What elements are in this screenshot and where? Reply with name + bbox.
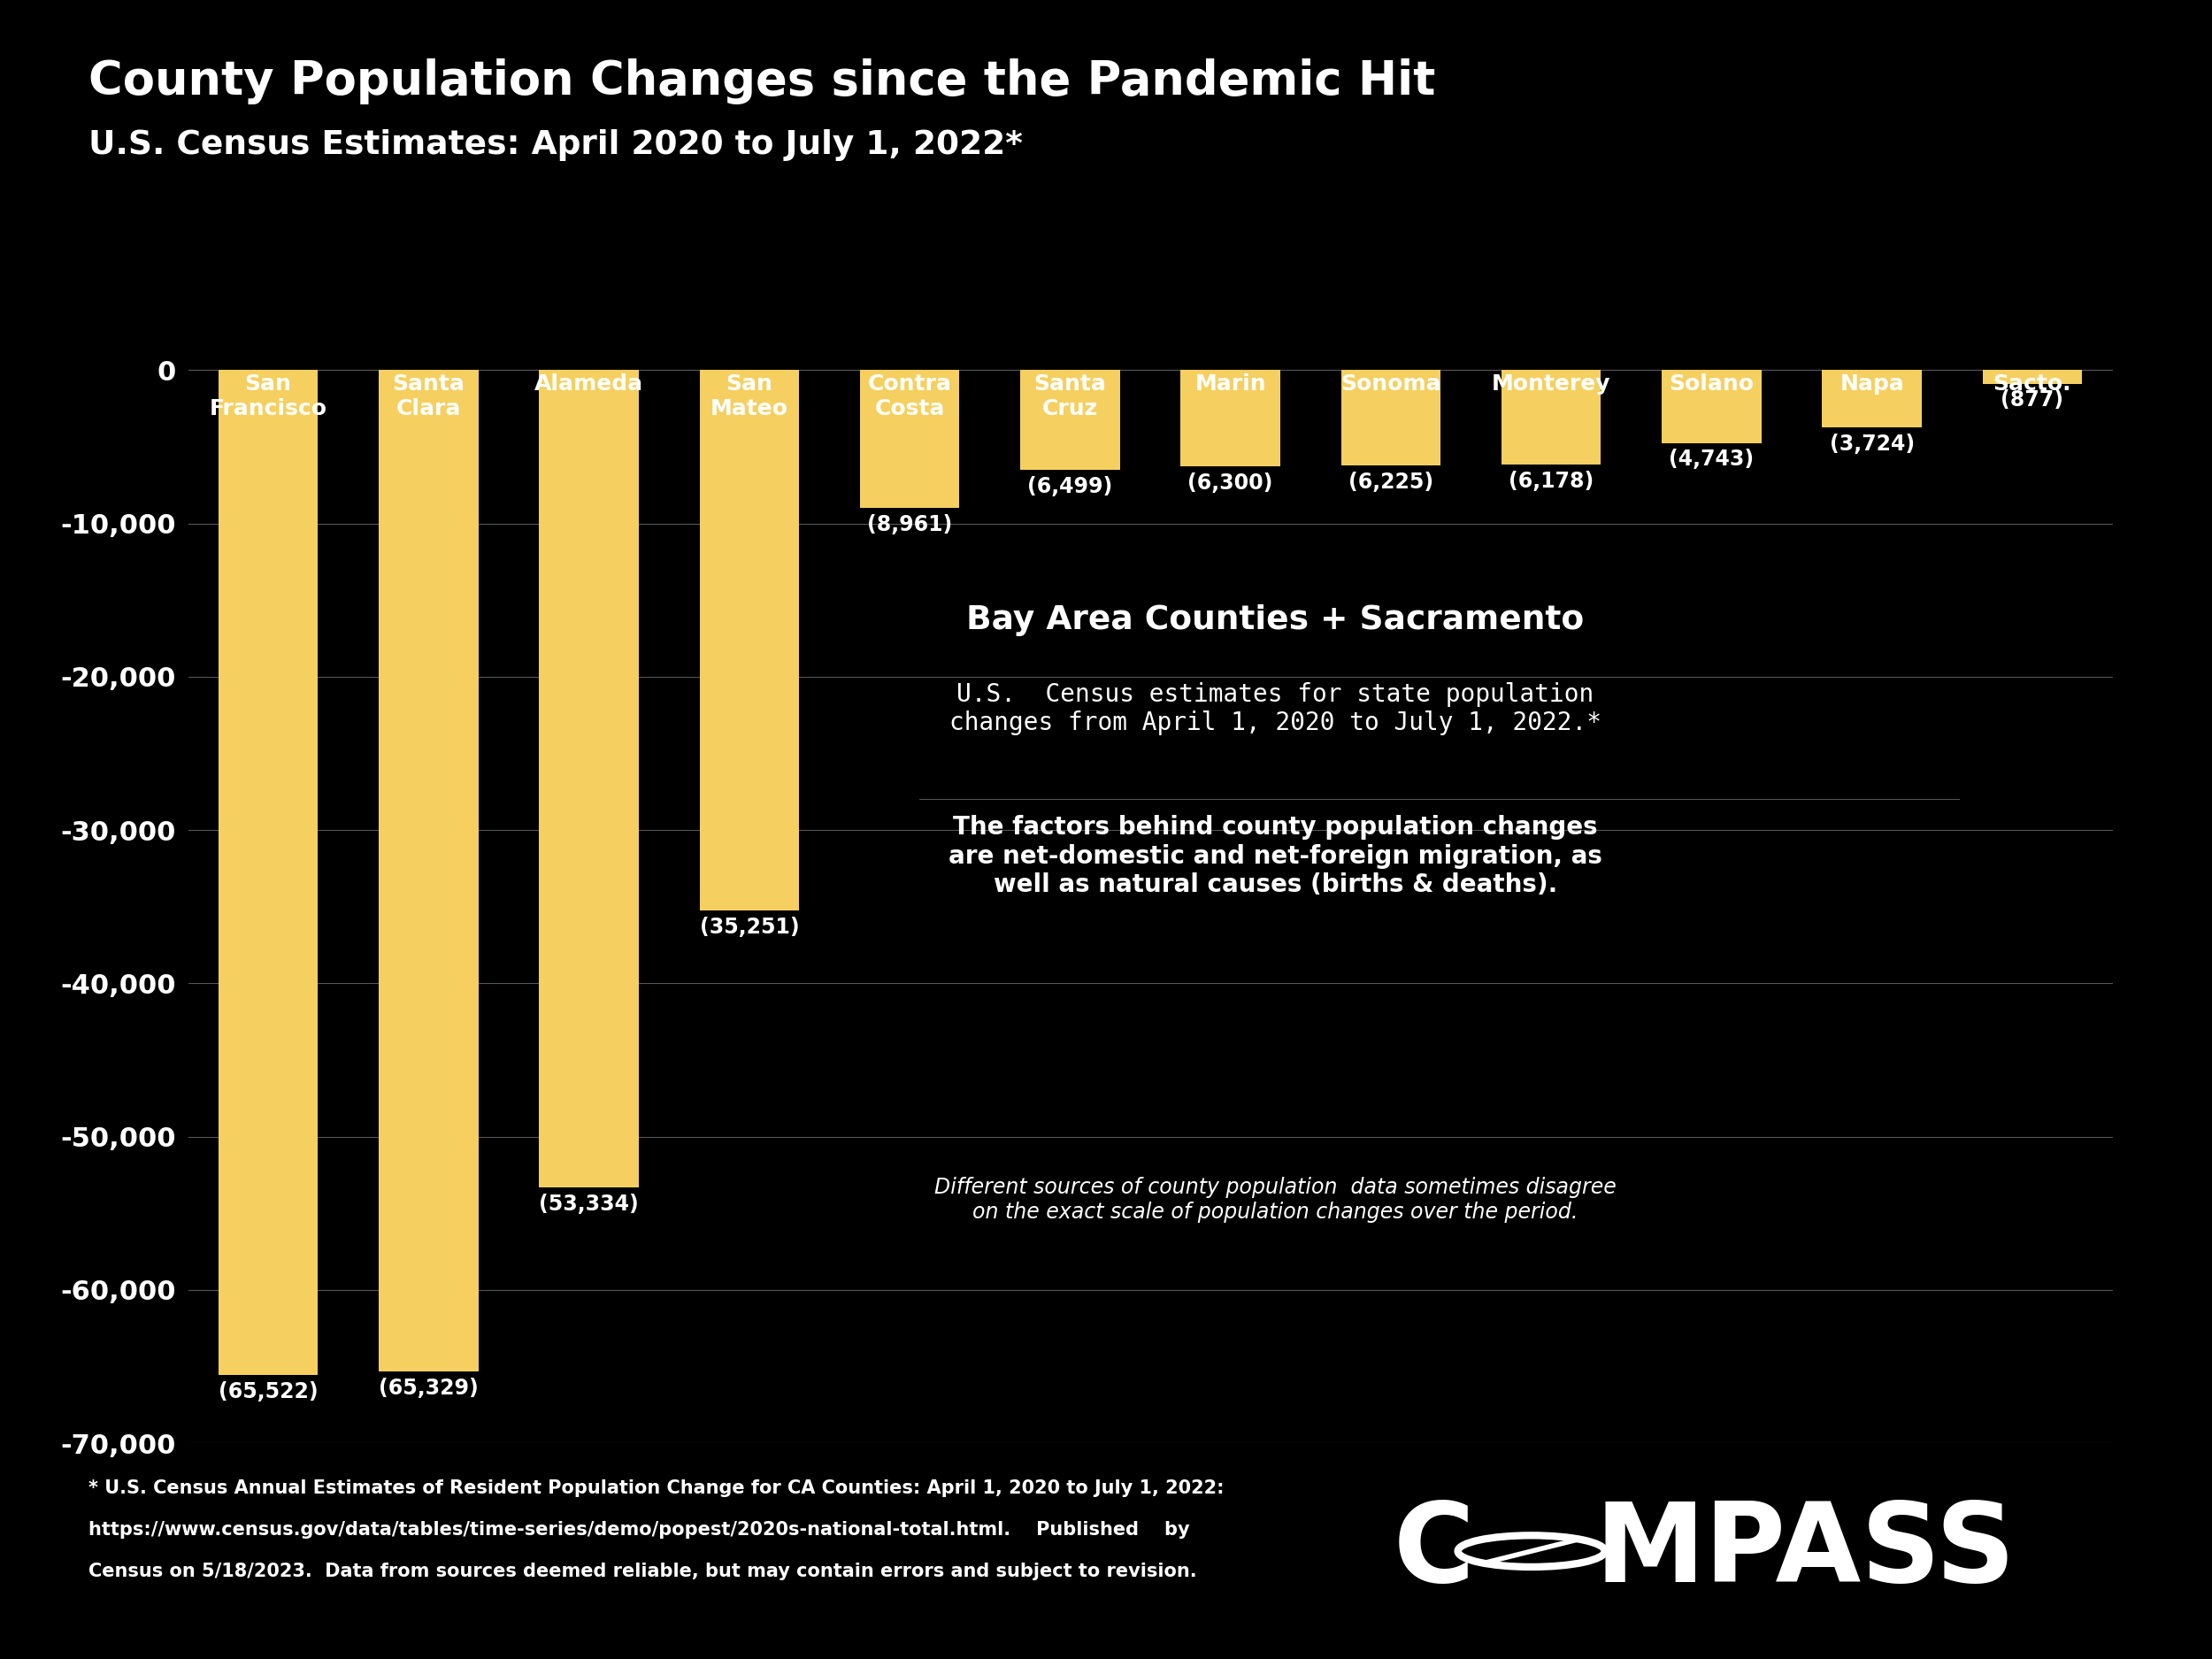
Bar (1502, 370, 1601, 465)
Bar (860, 370, 960, 508)
Text: Sonoma: Sonoma (1340, 373, 1440, 395)
Text: U.S. Census Estimates: April 2020 to July 1, 2022*: U.S. Census Estimates: April 2020 to Jul… (88, 129, 1022, 161)
Text: San
Francisco: San Francisco (210, 373, 327, 420)
Text: Alameda: Alameda (535, 373, 644, 395)
Text: Census on 5/18/2023.  Data from sources deemed reliable, but may contain errors : Census on 5/18/2023. Data from sources d… (88, 1563, 1197, 1581)
Text: Sacto.: Sacto. (1993, 373, 2070, 395)
Bar (1020, 370, 1119, 469)
Text: Santa
Clara: Santa Clara (392, 373, 465, 420)
Text: (6,178): (6,178) (1509, 471, 1593, 493)
Bar (699, 370, 799, 911)
Text: Contra
Costa: Contra Costa (867, 373, 951, 420)
Text: Marin: Marin (1194, 373, 1265, 395)
Text: (877): (877) (2002, 390, 2064, 411)
Text: Santa
Cruz: Santa Cruz (1033, 373, 1106, 420)
Text: MPASS: MPASS (1595, 1498, 2015, 1604)
Bar (1823, 370, 1922, 428)
Bar (1340, 370, 1440, 466)
Text: San
Mateo: San Mateo (710, 373, 787, 420)
Bar (1982, 370, 2081, 383)
Text: Napa: Napa (1840, 373, 1905, 395)
Text: (3,724): (3,724) (1829, 433, 1913, 455)
Text: (6,300): (6,300) (1188, 473, 1274, 494)
Text: Monterey: Monterey (1491, 373, 1610, 395)
Text: (6,225): (6,225) (1349, 471, 1433, 493)
Text: C: C (1394, 1498, 1475, 1604)
Text: (53,334): (53,334) (540, 1194, 639, 1214)
Text: * U.S. Census Annual Estimates of Resident Population Change for CA Counties: Ap: * U.S. Census Annual Estimates of Reside… (88, 1480, 1223, 1498)
Bar (1181, 370, 1281, 466)
Text: (65,522): (65,522) (219, 1380, 319, 1402)
Bar (1661, 370, 1761, 443)
Text: (8,961): (8,961) (867, 514, 951, 534)
Text: U.S.  Census estimates for state population
changes from April 1, 2020 to July 1: U.S. Census estimates for state populati… (949, 682, 1601, 735)
Bar (540, 370, 639, 1188)
Text: (4,743): (4,743) (1670, 450, 1754, 469)
Bar (219, 370, 319, 1375)
Bar (378, 370, 478, 1372)
Text: Bay Area Counties + Sacramento: Bay Area Counties + Sacramento (967, 604, 1584, 635)
Text: (35,251): (35,251) (699, 917, 799, 937)
Text: Different sources of county population  data sometimes disagree
on the exact sca: Different sources of county population d… (933, 1176, 1617, 1223)
Text: (65,329): (65,329) (378, 1379, 478, 1399)
Text: County Population Changes since the Pandemic Hit: County Population Changes since the Pand… (88, 58, 1436, 105)
Text: Solano: Solano (1670, 373, 1754, 395)
Text: The factors behind county population changes
are net-domestic and net-foreign mi: The factors behind county population cha… (949, 815, 1601, 898)
Text: (6,499): (6,499) (1026, 476, 1113, 498)
Text: https://www.census.gov/data/tables/time-series/demo/popest/2020s-national-total.: https://www.census.gov/data/tables/time-… (88, 1521, 1190, 1540)
